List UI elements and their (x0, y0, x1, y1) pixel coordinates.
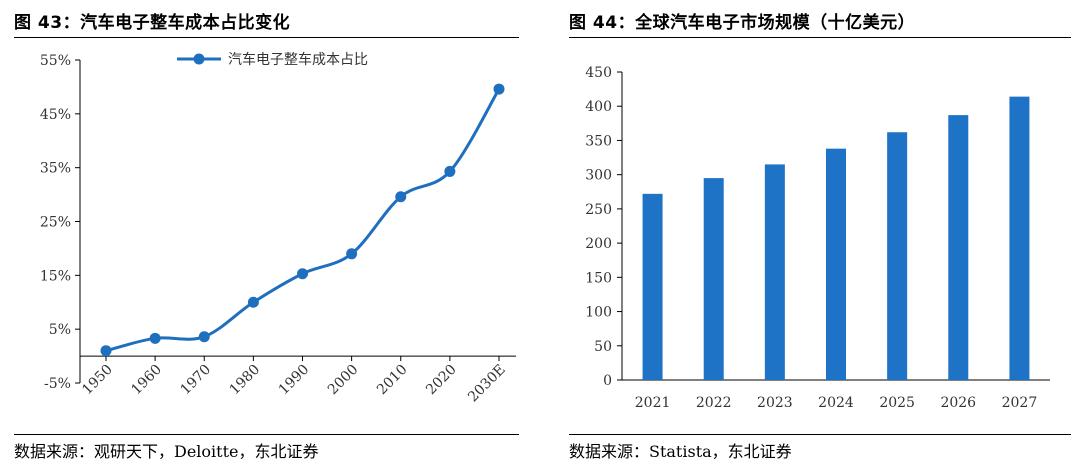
bar-chart: 0 50 100 150 200 250 300 350 400 450 2021 2022 2023 2… (585, 65, 1050, 411)
data-point (297, 268, 308, 280)
y-tick-label: 25% (40, 215, 71, 231)
right-source-rule (569, 434, 1071, 435)
y-tick-label: 100 (585, 305, 612, 321)
y-tick-label: 55% (40, 53, 71, 69)
x-tick-label: 1970 (178, 362, 215, 399)
bar (1009, 96, 1030, 380)
bar (887, 132, 908, 380)
left-source-rule (14, 434, 519, 435)
y-tick-label: 450 (585, 65, 612, 81)
line-chart: -5% 5% 15% 25% 35% 45% 55% 1950 1960 1970 1980 1990… (40, 51, 516, 406)
x-tick-label: 2026 (940, 395, 976, 411)
left-source-note: 数据来源：观研天下，Deloitte，东北证券 (14, 442, 319, 461)
y-tick-label: 45% (40, 107, 71, 123)
x-tick-label: 2000 (325, 362, 362, 399)
data-point (100, 345, 112, 357)
y-tick-label: 250 (585, 202, 612, 218)
y-tick-label: 5% (49, 322, 71, 338)
bar (948, 115, 969, 381)
y-tick-label: 400 (585, 99, 612, 115)
data-point (444, 165, 456, 177)
x-tick-label: 2021 (635, 395, 671, 411)
x-tick-label: 2030E (465, 362, 509, 406)
y-tick-label: 50 (594, 339, 612, 355)
y-tick-label: 15% (40, 268, 71, 284)
left-figure-title: 图 43：汽车电子整车成本占比变化 (14, 13, 291, 33)
x-tick-label: 2020 (423, 362, 460, 399)
data-point (149, 332, 161, 344)
bar (642, 193, 663, 380)
y-tick-label: 350 (585, 133, 612, 149)
y-tick-label: -5% (44, 376, 71, 392)
data-point (346, 248, 358, 260)
x-tick-label: 2010 (374, 362, 411, 399)
right-source-note: 数据来源：Statista，东北证券 (569, 442, 792, 461)
data-point (198, 331, 210, 343)
x-tick-label: 2027 (1002, 395, 1038, 411)
x-tick-label: 2025 (879, 395, 915, 411)
x-tick-label: 1980 (227, 362, 264, 399)
bar (764, 164, 785, 380)
legend-label: 汽车电子整车成本占比 (228, 51, 368, 68)
x-tick-label: 1950 (79, 362, 116, 399)
data-point (395, 191, 407, 203)
data-point (493, 83, 505, 95)
y-tick-label: 150 (585, 270, 612, 286)
x-tick-label: 1960 (128, 362, 165, 399)
right-figure-title: 图 44：全球汽车电子市场规模（十亿美元） (569, 13, 916, 33)
y-tick-label: 0 (603, 373, 612, 389)
series-line (105, 88, 501, 353)
right-figure-panel: 图 44：全球汽车电子市场规模（十亿美元） 0 50 100 150 200 250 300… (555, 0, 1080, 473)
legend-swatch-marker (193, 53, 205, 65)
left-title-rule (14, 37, 519, 38)
y-tick-label: 300 (585, 168, 612, 184)
y-tick-label: 200 (585, 236, 612, 252)
right-title-rule (569, 37, 1071, 38)
bar (703, 178, 724, 380)
left-figure-panel: 图 43：汽车电子整车成本占比变化 -5% 5% 15% 25% 35% 45% 55% 19… (0, 0, 525, 473)
x-tick-label: 1990 (276, 362, 313, 399)
x-tick-label: 2022 (696, 395, 732, 411)
y-tick-label: 35% (40, 161, 71, 177)
x-tick-label: 2023 (757, 395, 793, 411)
data-point (247, 296, 259, 308)
x-tick-label: 2024 (818, 395, 854, 411)
bar (826, 148, 846, 380)
